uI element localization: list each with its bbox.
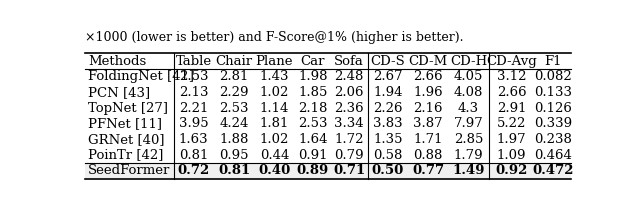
Text: 0.72: 0.72: [178, 164, 210, 177]
Text: 1.94: 1.94: [373, 86, 403, 99]
Text: 2.48: 2.48: [335, 70, 364, 83]
Text: 1.88: 1.88: [220, 133, 249, 146]
Text: 4.05: 4.05: [454, 70, 483, 83]
Text: F1: F1: [544, 55, 561, 68]
Text: 1.98: 1.98: [298, 70, 328, 83]
Text: 2.36: 2.36: [335, 102, 364, 115]
Text: 0.92: 0.92: [495, 164, 528, 177]
Text: ×1000 (lower is better) and F-Score@1% (higher is better).: ×1000 (lower is better) and F-Score@1% (…: [85, 31, 463, 44]
Text: 1.96: 1.96: [413, 86, 443, 99]
Text: 0.58: 0.58: [373, 149, 403, 162]
Text: 1.64: 1.64: [298, 133, 328, 146]
Text: 1.63: 1.63: [179, 133, 209, 146]
Text: 3.87: 3.87: [413, 117, 443, 130]
Text: 0.339: 0.339: [534, 117, 572, 130]
Text: 1.97: 1.97: [497, 133, 527, 146]
Text: CD-H: CD-H: [450, 55, 487, 68]
Text: 1.49: 1.49: [452, 164, 484, 177]
Text: 7.97: 7.97: [454, 117, 483, 130]
Text: 0.89: 0.89: [297, 164, 329, 177]
Text: FoldingNet [41]: FoldingNet [41]: [88, 70, 194, 83]
Text: 0.44: 0.44: [260, 149, 289, 162]
Text: TopNet [27]: TopNet [27]: [88, 102, 168, 115]
Text: 1.43: 1.43: [260, 70, 289, 83]
Text: 2.53: 2.53: [220, 102, 249, 115]
Text: 2.67: 2.67: [373, 70, 403, 83]
Text: 2.91: 2.91: [497, 102, 526, 115]
Text: SeedFormer: SeedFormer: [88, 164, 170, 177]
Text: 0.082: 0.082: [534, 70, 572, 83]
Text: 1.85: 1.85: [298, 86, 328, 99]
Text: CD-Avg: CD-Avg: [486, 55, 537, 68]
Text: 3.12: 3.12: [497, 70, 526, 83]
Text: 0.81: 0.81: [179, 149, 209, 162]
Text: 0.71: 0.71: [333, 164, 365, 177]
Text: 2.18: 2.18: [298, 102, 328, 115]
Text: 1.71: 1.71: [413, 133, 443, 146]
Text: PoinTr [42]: PoinTr [42]: [88, 149, 163, 162]
Text: 0.238: 0.238: [534, 133, 572, 146]
Text: 1.81: 1.81: [260, 117, 289, 130]
Text: 0.81: 0.81: [218, 164, 250, 177]
Text: 2.29: 2.29: [220, 86, 249, 99]
Text: Chair: Chair: [216, 55, 253, 68]
Text: 1.02: 1.02: [260, 133, 289, 146]
Text: 0.472: 0.472: [532, 164, 573, 177]
Text: 2.13: 2.13: [179, 86, 209, 99]
Text: PFNet [11]: PFNet [11]: [88, 117, 162, 130]
Text: 0.40: 0.40: [259, 164, 291, 177]
FancyBboxPatch shape: [85, 163, 571, 179]
Text: 2.85: 2.85: [454, 133, 483, 146]
Text: Methods: Methods: [88, 55, 146, 68]
Text: 0.91: 0.91: [298, 149, 328, 162]
Text: 2.21: 2.21: [179, 102, 209, 115]
Text: 0.126: 0.126: [534, 102, 572, 115]
Text: 2.81: 2.81: [220, 70, 249, 83]
Text: 5.22: 5.22: [497, 117, 526, 130]
Text: 2.53: 2.53: [298, 117, 328, 130]
Text: 1.72: 1.72: [335, 133, 364, 146]
Text: CD-S: CD-S: [371, 55, 405, 68]
Text: 2.53: 2.53: [179, 70, 209, 83]
Text: 2.66: 2.66: [497, 86, 527, 99]
Text: 1.79: 1.79: [454, 149, 483, 162]
Text: 1.02: 1.02: [260, 86, 289, 99]
Text: PCN [43]: PCN [43]: [88, 86, 150, 99]
Text: 3.34: 3.34: [335, 117, 364, 130]
Text: GRNet [40]: GRNet [40]: [88, 133, 164, 146]
Text: 1.14: 1.14: [260, 102, 289, 115]
Text: CD-M: CD-M: [408, 55, 448, 68]
Text: 3.95: 3.95: [179, 117, 209, 130]
Text: 2.16: 2.16: [413, 102, 443, 115]
Text: 0.50: 0.50: [372, 164, 404, 177]
Text: 4.08: 4.08: [454, 86, 483, 99]
Text: Car: Car: [301, 55, 325, 68]
Text: Table: Table: [175, 55, 212, 68]
Text: 1.35: 1.35: [373, 133, 403, 146]
Text: 1.09: 1.09: [497, 149, 526, 162]
Text: 0.88: 0.88: [413, 149, 443, 162]
Text: 2.66: 2.66: [413, 70, 443, 83]
Text: Plane: Plane: [256, 55, 293, 68]
Text: 0.77: 0.77: [412, 164, 444, 177]
Text: 2.26: 2.26: [373, 102, 403, 115]
Text: 4.24: 4.24: [220, 117, 249, 130]
Text: 4.3: 4.3: [458, 102, 479, 115]
Text: 0.95: 0.95: [220, 149, 249, 162]
Text: 0.133: 0.133: [534, 86, 572, 99]
Text: 3.83: 3.83: [373, 117, 403, 130]
Text: 0.79: 0.79: [335, 149, 364, 162]
Text: Sofa: Sofa: [334, 55, 364, 68]
Text: 0.464: 0.464: [534, 149, 572, 162]
Text: 2.06: 2.06: [335, 86, 364, 99]
